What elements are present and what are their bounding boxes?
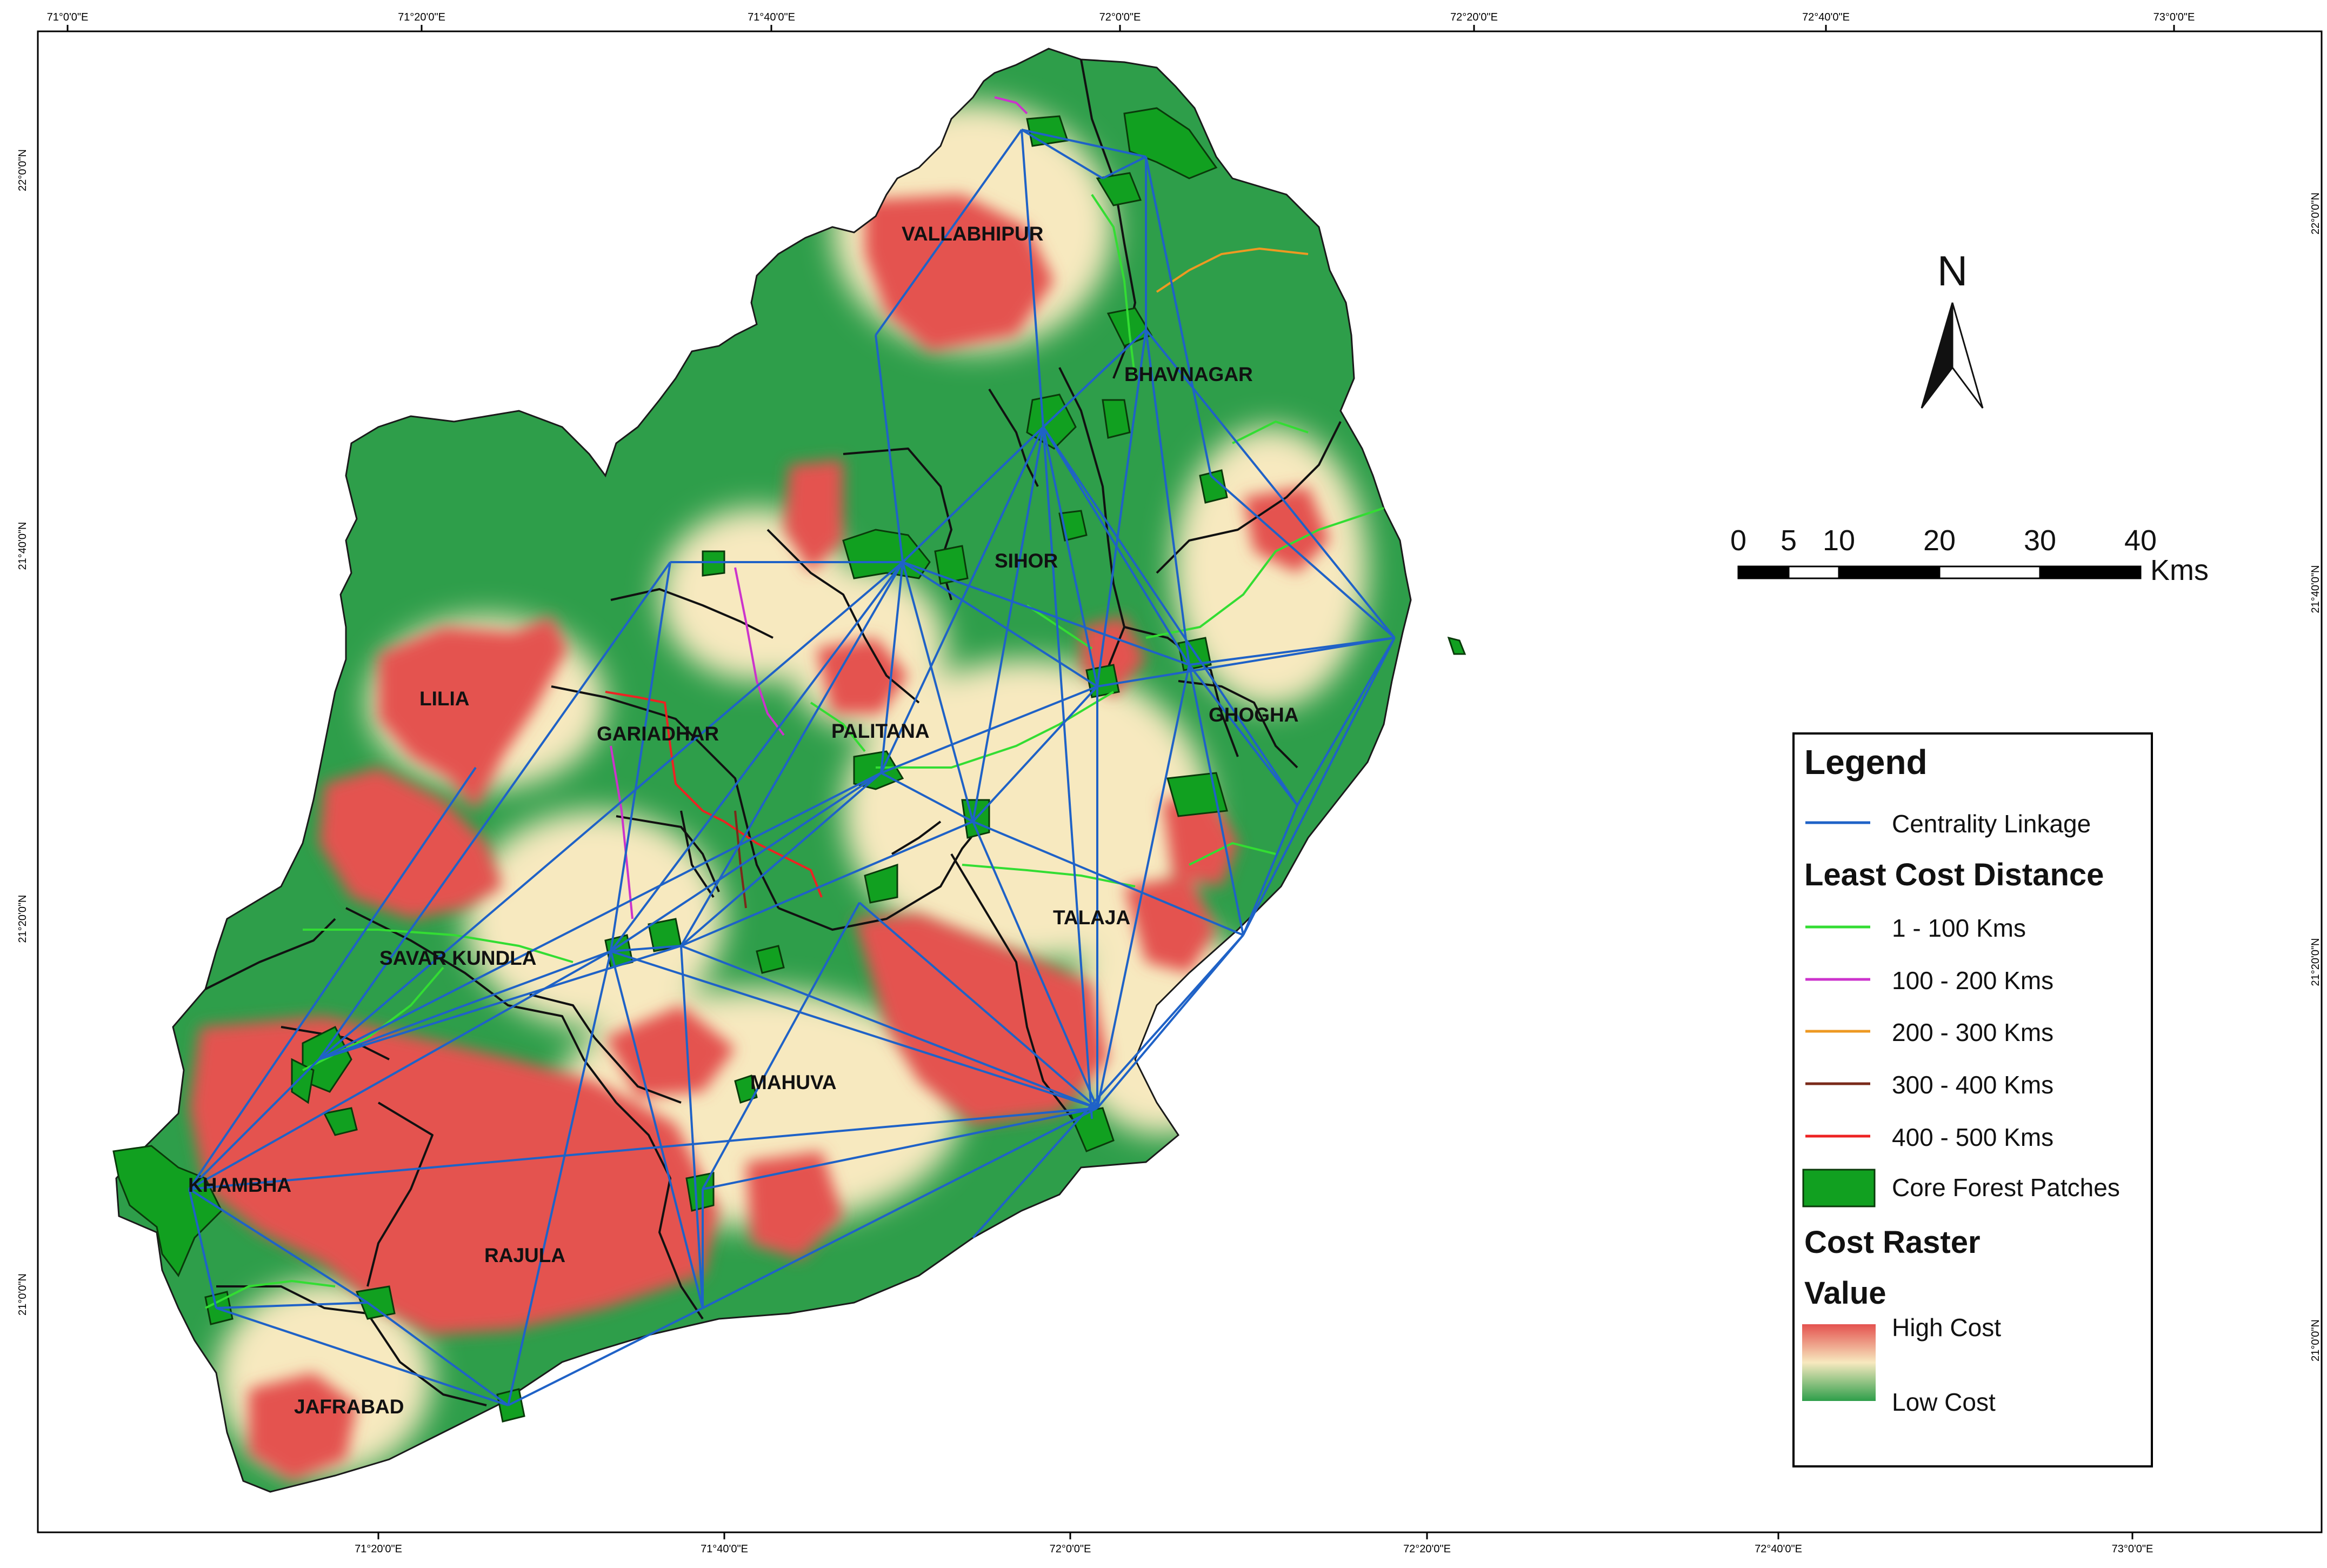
tick-bottom-2: 72°0'0"E bbox=[1050, 1543, 1091, 1555]
scale-unit: Kms bbox=[2150, 554, 2209, 586]
legend-low-cost-label: Low Cost bbox=[1892, 1388, 1996, 1416]
scale-tick-0: 0 bbox=[1730, 524, 1746, 557]
legend-high-cost-label: High Cost bbox=[1892, 1313, 2001, 1342]
lcd-path-1-100 bbox=[303, 929, 574, 963]
tick-top-0: 71°0'0"E bbox=[47, 11, 89, 23]
label-lilia: LILIA bbox=[419, 688, 469, 710]
tick-top-1: 71°20'0"E bbox=[398, 11, 445, 23]
label-talaja: TALAJA bbox=[1053, 906, 1130, 929]
graticule-right-labels: 22°0'0"N 21°40'0"N 21°20'0"N 21°0'0"N bbox=[2310, 192, 2322, 1362]
legend-value-title: Value bbox=[1804, 1276, 1886, 1311]
tick-right-3: 21°0'0"N bbox=[2310, 1319, 2322, 1362]
lcd-path-1-100 bbox=[810, 702, 866, 752]
tick-bottom-0: 71°20'0"E bbox=[355, 1543, 402, 1555]
legend-lcd-label-2: 100 - 200 Kms bbox=[1892, 966, 2053, 995]
tick-bottom-1: 71°40'0"E bbox=[701, 1543, 748, 1555]
north-arrow-light-half bbox=[1951, 302, 1984, 409]
legend-lcd-label-5: 400 - 500 Kms bbox=[1892, 1123, 2053, 1151]
label-bhavnagar: BHAVNAGAR bbox=[1124, 363, 1253, 385]
graticule-top-ticks bbox=[66, 25, 2175, 31]
lcd-path-1-100 bbox=[1189, 842, 1276, 866]
legend-raster-title: Cost Raster bbox=[1804, 1225, 1981, 1260]
legend-lcd-label-1: 1 - 100 Kms bbox=[1892, 914, 2026, 942]
tick-right-1: 21°40'0"N bbox=[2310, 565, 2322, 613]
legend-title: Legend bbox=[1804, 743, 1928, 782]
scale-tick-10: 10 bbox=[1823, 524, 1855, 557]
legend-linkage-label: Centrality Linkage bbox=[1892, 810, 2091, 838]
legend-lcd-label-4: 300 - 400 Kms bbox=[1892, 1071, 2053, 1099]
label-palitana: PALITANA bbox=[831, 720, 930, 742]
centrality-linkages bbox=[188, 129, 1396, 1406]
district-outline bbox=[115, 48, 1412, 1493]
raster-high-cost-zones bbox=[189, 195, 1330, 1481]
scale-tick-5: 5 bbox=[1781, 524, 1797, 557]
label-sihor: SIHOR bbox=[995, 550, 1058, 572]
tick-top-4: 72°20'0"E bbox=[1450, 11, 1498, 23]
scale-tick-30: 30 bbox=[2024, 524, 2056, 557]
label-khambha: KHAMBHA bbox=[188, 1174, 291, 1196]
region-labels: VALLABHIPUR BHAVNAGAR SIHOR LILIA GARIAD… bbox=[188, 223, 1299, 1418]
graticule-bottom-ticks bbox=[377, 1532, 2133, 1539]
core-forest-patches bbox=[112, 107, 1466, 1423]
legend-lcd-title: Least Cost Distance bbox=[1804, 857, 2104, 892]
tick-top-3: 72°0'0"E bbox=[1099, 11, 1141, 23]
north-label: N bbox=[1937, 247, 1968, 295]
tick-bottom-3: 72°20'0"E bbox=[1403, 1543, 1451, 1555]
lcd-path-1-100 bbox=[1091, 194, 1136, 379]
graticule-bottom-labels: 71°20'0"E 71°40'0"E 72°0'0"E 72°20'0"E 7… bbox=[355, 1543, 2153, 1555]
scale-bar: 0 5 10 20 30 40 Kms bbox=[1730, 524, 2209, 586]
legend-core-forest-label: Core Forest Patches bbox=[1892, 1173, 2120, 1202]
least-cost-paths bbox=[205, 96, 1384, 1309]
lcd-path-200-300 bbox=[1156, 247, 1309, 293]
label-savar-kundla: SAVAR KUNDLA bbox=[379, 947, 537, 969]
legend-core-forest-swatch bbox=[1802, 1169, 1876, 1207]
lcd-path-100-200 bbox=[734, 567, 785, 736]
tick-bottom-4: 72°40'0"E bbox=[1755, 1543, 1802, 1555]
lcd-path-100-200 bbox=[994, 96, 1028, 115]
label-gariadhar: GARIADHAR bbox=[597, 723, 719, 745]
tick-right-2: 21°20'0"N bbox=[2310, 938, 2322, 986]
lcd-path-1-100 bbox=[876, 691, 1115, 769]
lcd-path-400-500 bbox=[605, 691, 823, 898]
tick-top-6: 73°0'0"E bbox=[2153, 11, 2195, 23]
legend-lcd-label-3: 200 - 300 Kms bbox=[1892, 1018, 2053, 1046]
lcd-path-1-100 bbox=[205, 1279, 336, 1309]
tick-top-5: 72°40'0"E bbox=[1802, 11, 1850, 23]
tick-right-0: 22°0'0"N bbox=[2310, 192, 2322, 235]
scale-tick-40: 40 bbox=[2124, 524, 2157, 557]
lcd-path-1-100 bbox=[1026, 604, 1093, 650]
legend-cost-gradient bbox=[1802, 1324, 1876, 1401]
legend: Legend Centrality Linkage Least Cost Dis… bbox=[1792, 732, 2153, 1467]
tick-left-0: 22°0'0"N bbox=[17, 149, 29, 191]
tick-top-2: 71°40'0"E bbox=[748, 11, 795, 23]
tick-left-3: 21°0'0"N bbox=[17, 1273, 29, 1316]
graticule-left-labels: 22°0'0"N 21°40'0"N 21°20'0"N 21°0'0"N bbox=[17, 149, 29, 1316]
scale-tick-20: 20 bbox=[1923, 524, 1956, 557]
tick-left-1: 21°40'0"N bbox=[17, 522, 29, 570]
tick-bottom-5: 73°0'0"E bbox=[2112, 1543, 2153, 1555]
lcd-path-1-100 bbox=[1145, 507, 1384, 639]
north-arrow: N bbox=[1921, 247, 1984, 409]
label-rajula: RAJULA bbox=[484, 1244, 565, 1266]
tick-left-2: 21°20'0"N bbox=[17, 895, 29, 943]
graticule-top-labels: 71°0'0"E 71°20'0"E 71°40'0"E 72°0'0"E 72… bbox=[47, 11, 2195, 23]
label-vallabhipur: VALLABHIPUR bbox=[902, 223, 1043, 245]
lcd-path-1-100 bbox=[962, 864, 1136, 888]
lcd-path-100-200 bbox=[610, 745, 634, 919]
label-jafrabad: JAFRABAD bbox=[294, 1396, 404, 1418]
lcd-path-1-100 bbox=[1232, 420, 1309, 444]
label-ghogha: GHOGHA bbox=[1209, 704, 1299, 726]
label-mahuva: MAHUVA bbox=[750, 1071, 837, 1093]
